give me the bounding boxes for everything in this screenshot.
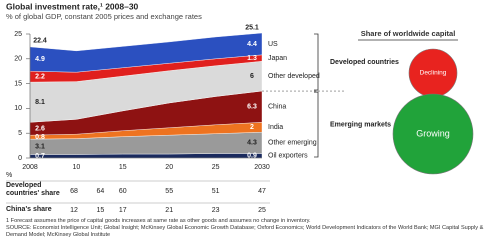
y-tick-label: 15 xyxy=(14,80,22,87)
value-label: 3.1 xyxy=(35,144,45,151)
legend-label: India xyxy=(268,124,283,131)
panel-circle xyxy=(392,93,474,175)
table-cell: 55 xyxy=(165,188,173,195)
table-cell: 17 xyxy=(119,207,127,214)
table-cell: 12 xyxy=(70,207,78,214)
row-label: Developed countries' share xyxy=(6,182,60,197)
y-tick-label: 0 xyxy=(18,155,22,162)
x-tick-label: 2008 xyxy=(22,164,38,171)
legend-label: China xyxy=(268,104,286,111)
value-label: 1.3 xyxy=(247,55,257,62)
chart-subtitle: % of global GDP, constant 2005 prices an… xyxy=(6,12,202,21)
table-cell: 23 xyxy=(212,207,220,214)
value-label: 8.1 xyxy=(35,99,45,106)
y-tick-label: 10 xyxy=(14,105,22,112)
value-label: 2.6 xyxy=(35,126,45,133)
x-tick-label: 2030 xyxy=(254,164,270,171)
value-label: 4.3 xyxy=(247,140,257,147)
table-cell: 60 xyxy=(119,188,127,195)
total-label: 25.1 xyxy=(245,24,259,31)
total-label: 22.4 xyxy=(33,38,47,45)
x-tick-label: 25 xyxy=(212,164,220,171)
table-cell: 47 xyxy=(258,188,266,195)
value-label: 0.7 xyxy=(35,153,45,160)
value-label: 4.4 xyxy=(247,41,257,48)
legend-label: Other developed xyxy=(268,73,320,80)
value-label: 2 xyxy=(250,124,254,131)
group-label: Emerging markets xyxy=(330,121,391,128)
note: 1 Forecast assumes the price of capital … xyxy=(6,218,311,224)
table-header: % xyxy=(6,172,12,179)
row-label: China's share xyxy=(6,206,52,213)
table-cell: 51 xyxy=(212,188,220,195)
y-tick-label: 20 xyxy=(14,56,22,63)
table-cell: 68 xyxy=(70,188,78,195)
bracket xyxy=(314,33,319,91)
x-tick-label: 10 xyxy=(73,164,81,171)
notes: 1 Forecast assumes the price of capital … xyxy=(6,218,486,239)
value-label: 6 xyxy=(250,73,254,80)
panel-title: Share of worldwide capital xyxy=(361,29,456,38)
panel-label: Declining xyxy=(420,70,447,77)
table-cell: 21 xyxy=(165,207,173,214)
group-label: Developed countries xyxy=(330,59,399,66)
value-label: 0.8 xyxy=(35,134,45,141)
legend-label: Oil exporters xyxy=(268,153,308,160)
bracket xyxy=(314,91,319,158)
value-label: 6.3 xyxy=(247,104,257,111)
table-cell: 64 xyxy=(97,188,105,195)
y-tick-label: 5 xyxy=(18,130,22,137)
legend-label: Japan xyxy=(268,55,287,62)
value-label: 0.9 xyxy=(247,153,257,160)
value-label: 4.9 xyxy=(35,56,45,63)
legend-label: Other emerging xyxy=(268,140,317,147)
legend-label: US xyxy=(268,41,278,48)
value-label: 2.2 xyxy=(35,73,45,80)
note: SOURCE: Economist Intelligence Unit; Glo… xyxy=(6,225,484,238)
panel-label: Growing xyxy=(416,128,450,138)
table-cell: 25 xyxy=(258,207,266,214)
x-tick-label: 20 xyxy=(165,164,173,171)
chart-title: Global investment rate,¹ 2008–30 xyxy=(6,1,139,11)
table-cell: 15 xyxy=(97,207,105,214)
x-tick-label: 15 xyxy=(119,164,127,171)
y-tick-label: 25 xyxy=(14,31,22,38)
area xyxy=(29,32,263,73)
